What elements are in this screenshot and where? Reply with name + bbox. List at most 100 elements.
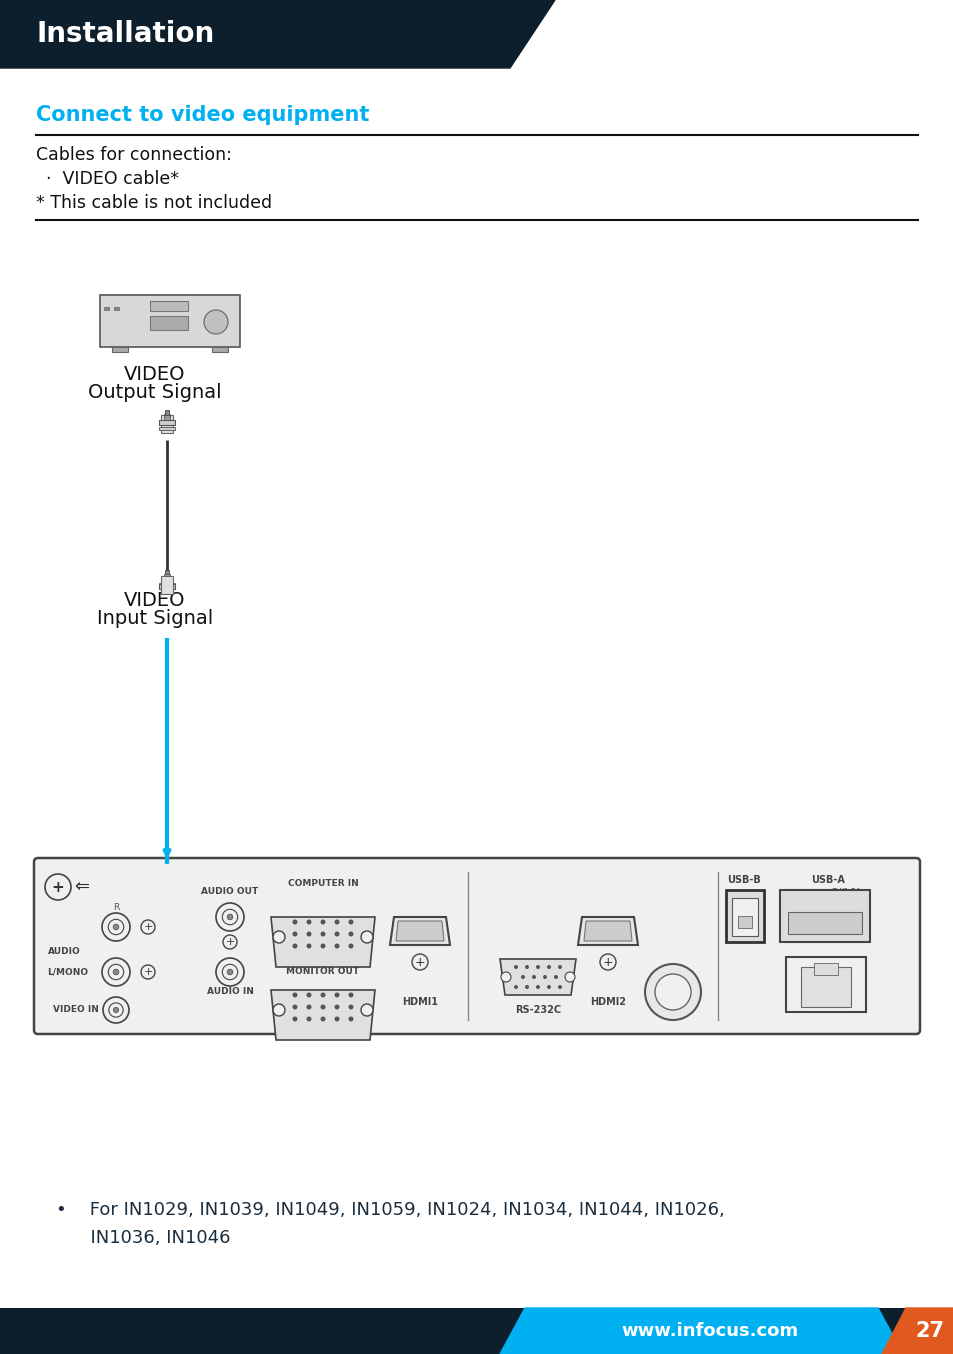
- Text: Cables for connection:: Cables for connection:: [36, 146, 232, 164]
- Bar: [113, 307, 119, 310]
- Circle shape: [536, 984, 539, 988]
- Circle shape: [348, 932, 354, 937]
- Circle shape: [109, 1003, 123, 1017]
- Bar: [161, 414, 172, 433]
- Circle shape: [102, 959, 130, 986]
- Circle shape: [335, 1005, 339, 1010]
- Bar: [785, 957, 865, 1011]
- Circle shape: [222, 964, 237, 980]
- Circle shape: [113, 1007, 118, 1013]
- Circle shape: [542, 975, 546, 979]
- Circle shape: [348, 1017, 354, 1021]
- Circle shape: [109, 964, 124, 980]
- Polygon shape: [0, 0, 555, 68]
- Circle shape: [293, 944, 297, 949]
- Circle shape: [532, 975, 536, 979]
- Text: +: +: [143, 922, 152, 932]
- Circle shape: [514, 965, 517, 969]
- Text: COMPUTER IN: COMPUTER IN: [287, 880, 358, 888]
- Text: www.infocus.com: www.infocus.com: [620, 1322, 798, 1340]
- Circle shape: [306, 1017, 312, 1021]
- Circle shape: [293, 1005, 297, 1010]
- Circle shape: [536, 965, 539, 969]
- Bar: [813, 963, 837, 975]
- Bar: [159, 420, 174, 425]
- Bar: [801, 967, 850, 1007]
- Text: RS-232C: RS-232C: [515, 1005, 560, 1016]
- Circle shape: [514, 984, 517, 988]
- Polygon shape: [882, 1308, 953, 1354]
- Circle shape: [293, 919, 297, 925]
- Circle shape: [348, 919, 354, 925]
- Circle shape: [306, 932, 312, 937]
- Circle shape: [273, 1005, 285, 1016]
- Circle shape: [306, 944, 312, 949]
- Bar: [150, 301, 188, 311]
- Circle shape: [348, 944, 354, 949]
- Circle shape: [360, 932, 373, 942]
- Circle shape: [215, 959, 244, 986]
- Circle shape: [564, 972, 575, 982]
- Circle shape: [599, 955, 616, 969]
- Circle shape: [554, 975, 558, 979]
- Text: AUDIO IN: AUDIO IN: [207, 987, 253, 997]
- Circle shape: [223, 936, 236, 949]
- Circle shape: [335, 992, 339, 998]
- Circle shape: [306, 919, 312, 925]
- Circle shape: [500, 972, 511, 982]
- Text: AUDIO: AUDIO: [48, 948, 80, 956]
- Bar: [787, 913, 862, 934]
- Bar: [738, 917, 751, 927]
- Text: HDMI1: HDMI1: [401, 997, 437, 1007]
- Bar: [212, 347, 228, 352]
- Circle shape: [320, 992, 325, 998]
- Circle shape: [546, 965, 551, 969]
- Text: 5V/1.5A: 5V/1.5A: [830, 887, 861, 896]
- Circle shape: [215, 903, 244, 932]
- Circle shape: [546, 984, 551, 988]
- Bar: [165, 410, 169, 414]
- Bar: [150, 315, 188, 330]
- Circle shape: [113, 925, 119, 930]
- Circle shape: [335, 919, 339, 925]
- Circle shape: [348, 1005, 354, 1010]
- Circle shape: [227, 914, 233, 919]
- Circle shape: [320, 944, 325, 949]
- Text: AUDIO OUT: AUDIO OUT: [201, 887, 258, 896]
- Bar: [0, 1308, 953, 1354]
- Circle shape: [558, 965, 561, 969]
- Text: Connect to video equipment: Connect to video equipment: [36, 106, 369, 125]
- Circle shape: [644, 964, 700, 1020]
- Text: VIDEO IN: VIDEO IN: [53, 1006, 99, 1014]
- Text: +: +: [225, 937, 234, 946]
- Circle shape: [335, 932, 339, 937]
- Text: +: +: [143, 967, 152, 978]
- Circle shape: [655, 974, 690, 1010]
- Bar: [100, 295, 240, 347]
- Text: Input Signal: Input Signal: [97, 608, 213, 627]
- Circle shape: [45, 873, 71, 900]
- Text: USB-B: USB-B: [726, 875, 760, 886]
- Circle shape: [524, 965, 529, 969]
- Circle shape: [320, 919, 325, 925]
- Circle shape: [335, 944, 339, 949]
- Circle shape: [320, 1017, 325, 1021]
- Bar: [159, 584, 174, 586]
- Circle shape: [558, 984, 561, 988]
- Text: ⇐: ⇐: [74, 877, 90, 896]
- Circle shape: [306, 1005, 312, 1010]
- Circle shape: [102, 913, 130, 941]
- Circle shape: [320, 1005, 325, 1010]
- Circle shape: [293, 932, 297, 937]
- Text: L/MONO: L/MONO: [48, 968, 89, 976]
- Circle shape: [141, 965, 154, 979]
- Text: VIDEO: VIDEO: [124, 366, 186, 385]
- Polygon shape: [271, 917, 375, 967]
- Text: +: +: [51, 880, 64, 895]
- Text: HDMI2: HDMI2: [589, 997, 625, 1007]
- Polygon shape: [395, 921, 443, 941]
- Text: MONITOR OUT: MONITOR OUT: [286, 968, 359, 976]
- Polygon shape: [583, 921, 631, 941]
- Text: IN1036, IN1046: IN1036, IN1046: [56, 1229, 231, 1247]
- Circle shape: [204, 310, 228, 334]
